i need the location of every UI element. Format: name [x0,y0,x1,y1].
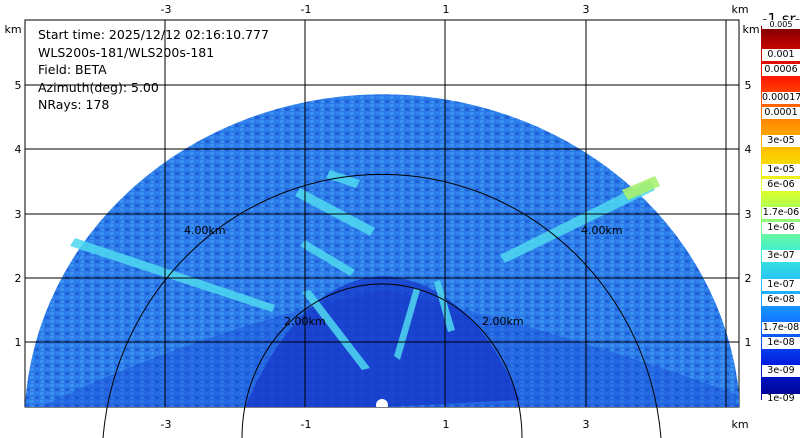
x-tick-top: -3 [161,3,172,16]
colorbar-label: 0.00017 [762,92,800,104]
azimuth: Azimuth(deg): 5.00 [38,79,159,95]
colorbar-label: 1e-07 [762,279,800,291]
colorbar-label: 1.7e-06 [762,207,800,219]
scan-info: Start time: 2025/12/12 02:16:10.777 WLS2… [38,26,269,114]
colorbar-label: 0.0006 [762,64,800,76]
x-tick-bottom: 3 [583,418,590,431]
field-name: Field: BETA [38,62,107,77]
colorbar-label: 1e-05 [762,164,800,176]
y-tick-left: 5 [15,79,22,92]
colorbar-label: 6e-08 [762,294,800,306]
start-time: Start time: 2025/12/12 02:16:10.777 [38,27,269,42]
x-tick-bottom: -1 [301,418,312,431]
y-tick-right: 2 [745,272,752,285]
ring-label-right-4km: 4.00km [581,224,623,237]
grid [25,20,739,407]
x-unit-top: km [731,3,748,16]
colorbar-label: 1e-08 [762,337,800,349]
y-tick-right: 4 [745,143,752,156]
colorbar-label: 1.7e-08 [762,322,800,334]
echo-streaks [70,170,655,370]
x-tick-top: -1 [301,3,312,16]
colorbar-label: 0.001 [762,49,800,61]
y-tick-left: 2 [15,272,22,285]
ring-label-left-4km: 4.00km [184,224,226,237]
x-tick-bottom: 1 [443,418,450,431]
y-tick-right: 5 [745,79,752,92]
ring-label-right-2km: 2.00km [482,315,524,328]
ray-count: NRays: 178 [38,97,110,112]
y-tick-left: 3 [15,208,22,221]
x-tick-bottom: -3 [161,418,172,431]
y-unit-right: km [742,23,759,36]
colorbar-label: 3e-09 [762,365,800,377]
y-tick-right: 3 [745,208,752,221]
x-tick-top: 1 [443,3,450,16]
x-unit-bottom: km [731,418,748,431]
beta-field [25,94,739,407]
colorbar-label: 0.0001 [762,107,800,119]
y-tick-right: 1 [745,336,752,349]
colorbar-label: 1e-06 [762,222,800,234]
colorbar-label: 3e-05 [762,135,800,147]
instrument-name: WLS200s-181/WLS200s-181 [38,44,215,60]
y-tick-left: 1 [15,336,22,349]
colorbar-label: 6e-06 [762,179,800,191]
colorbar-label: 1e-09 [762,394,800,404]
range-rings [102,173,662,438]
ring-label-left-2km: 2.00km [284,315,326,328]
x-tick-top: 3 [583,3,590,16]
colorbar-label: 0.005 [762,20,800,29]
y-unit-left: km [4,23,21,36]
y-tick-left: 4 [15,143,22,156]
colorbar-label: 3e-07 [762,250,800,262]
